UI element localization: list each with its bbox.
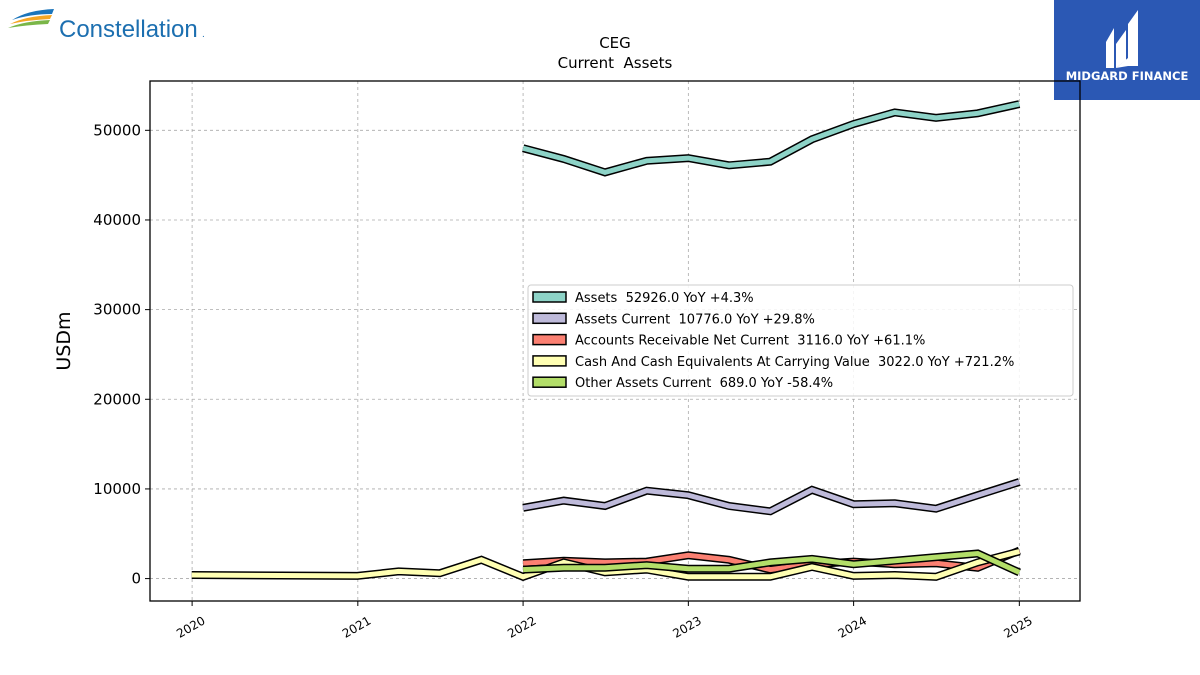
midgard-finance-wordmark: MIDGARD FINANCE [1066,69,1189,83]
y-tick-label: 20000 [93,390,141,408]
logo-swoosh-orange-icon [10,15,52,24]
legend-label: Accounts Receivable Net Current 3116.0 Y… [575,334,925,349]
series-line-4 [522,549,1021,577]
legend-swatch [532,355,567,367]
legend-label: Assets Current 10776.0 YoY +29.8% [575,312,815,327]
legend-swatch [532,312,567,325]
legend-swatch [532,291,567,303]
series-fill [522,548,1021,573]
series-line-3 [191,547,1021,582]
series-line-1 [522,478,1021,516]
series-fill [522,550,1021,575]
series-line-0 [522,100,1021,177]
constellation-logo: Constellation . [8,9,205,43]
x-tick-label: 2021 [340,613,373,640]
legend-label: Other Assets Current 689.0 YoY -58.4% [575,376,833,391]
logo-swoosh-blue-icon [12,9,54,20]
logo-wordmark-mark: . [202,29,205,40]
x-tick-label: 2023 [670,613,703,640]
y-axis-ticks: 0 10000 20000 30000 40000 50000 [93,121,150,588]
legend-swatch [532,333,567,346]
logo-swoosh-green-icon [8,20,50,28]
y-tick-label: 30000 [93,301,141,319]
chart-series [191,100,1021,582]
plot-area-frame [149,80,1081,602]
y-axis-label: USDm [53,311,75,370]
chart-subtitle: Current Assets [558,54,673,72]
legend-swatch [532,376,567,388]
y-tick-label: 40000 [93,211,141,229]
legend-box [527,284,1074,397]
series-fill [522,479,1021,514]
midgard-finance-logo: MIDGARD FINANCE [1054,0,1200,100]
series-fill [522,101,1020,176]
x-axis-ticks: 2020 2021 2022 2023 2024 2025 [174,601,1035,641]
x-tick-label: 2022 [505,613,538,640]
x-tick-label: 2025 [1001,613,1034,640]
y-tick-label: 10000 [93,480,141,498]
series-fill [191,549,1020,580]
y-tick-label: 0 [131,570,141,588]
y-tick-label: 50000 [93,121,141,139]
legend-label: Cash And Cash Equivalents At Carrying Va… [575,355,1014,370]
logo-wordmark: Constellation [59,16,198,43]
chart-title: CEG [599,34,631,52]
x-tick-label: 2020 [174,613,207,640]
x-tick-label: 2024 [836,613,869,640]
legend-label: Assets 52926.0 YoY +4.3% [575,291,754,306]
series-line-2 [522,546,1021,574]
midgard-m-icon: MIDGARD FINANCE [1066,10,1189,83]
chart-legend: Assets 52926.0 YoY +4.3% Assets Current 1… [527,284,1074,397]
